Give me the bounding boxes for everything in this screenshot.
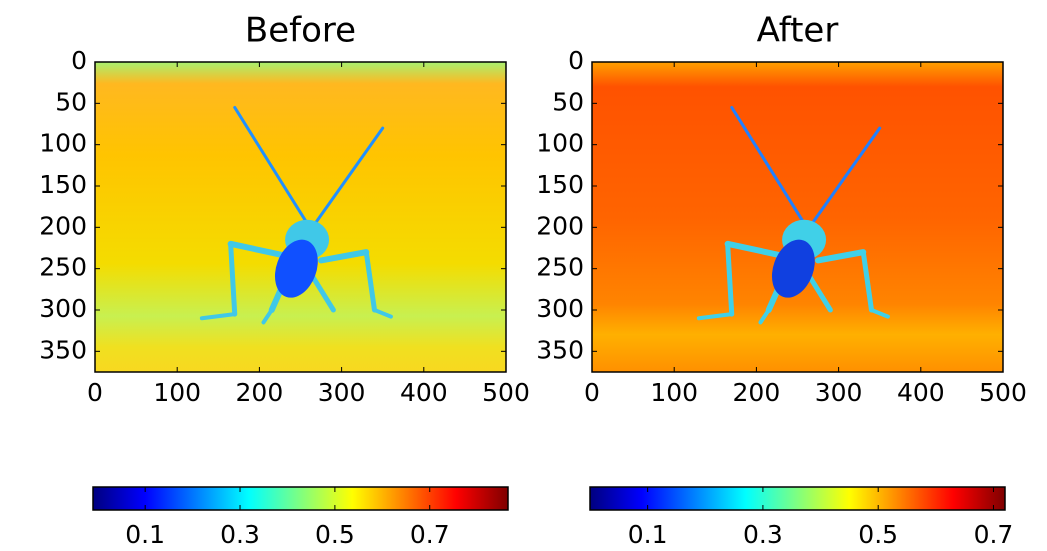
colorbar-tick-label: 0.7: [974, 520, 1014, 547]
x-tick-label: 100: [153, 378, 201, 407]
colorbar-tick-label: 0.5: [858, 520, 898, 547]
y-tick-label: 0: [71, 46, 87, 75]
x-tick-label: 200: [733, 378, 781, 407]
y-tick-label: 350: [536, 335, 584, 364]
x-tick-label: 0: [87, 378, 103, 407]
y-tick-label: 250: [39, 253, 87, 282]
insect-part: [313, 126, 385, 225]
image: [95, 62, 506, 372]
insect-part: [696, 312, 734, 321]
colorbar: [589, 486, 1006, 511]
y-tick-label: 200: [536, 211, 584, 240]
x-tick-label: 0: [584, 378, 600, 407]
y-tick-label: 250: [536, 253, 584, 282]
x-tick-label: 300: [815, 378, 863, 407]
insect-part: [372, 308, 393, 319]
y-tick-label: 350: [39, 335, 87, 364]
insect-part: [758, 308, 771, 325]
colorbar-tick-label: 0.5: [315, 520, 355, 547]
insect-part: [730, 105, 806, 225]
x-tick-label: 200: [236, 378, 284, 407]
y-tick-label: 300: [39, 294, 87, 323]
insect-part: [810, 126, 882, 225]
colorbar: [92, 486, 509, 511]
insect-part: [199, 312, 237, 321]
insect-part: [815, 249, 867, 264]
axes-frame: [94, 61, 507, 373]
image: [592, 62, 1003, 372]
image-background: [592, 62, 1003, 372]
x-tick-label: 400: [400, 378, 448, 407]
y-tick-label: 100: [39, 129, 87, 158]
y-tick-label: 150: [536, 170, 584, 199]
x-tick-label: 300: [318, 378, 366, 407]
insect-part: [725, 241, 735, 317]
insect-part: [318, 249, 370, 264]
insect-part: [724, 240, 789, 260]
y-tick-label: 50: [552, 87, 584, 116]
colorbar-tick-label: 0.7: [410, 520, 450, 547]
subplot-title: Before: [245, 11, 356, 51]
insect-part: [860, 249, 874, 313]
insect-part: [261, 308, 274, 325]
insect-body: [274, 239, 318, 298]
y-tick-label: 100: [536, 129, 584, 158]
insect-part: [233, 105, 309, 225]
insect-part: [807, 274, 833, 313]
colorbar-tick-label: 0.1: [628, 520, 668, 547]
subplot-title: After: [757, 11, 839, 51]
insect-part: [869, 308, 890, 319]
insect-part: [363, 249, 377, 313]
y-tick-label: 50: [55, 87, 87, 116]
y-tick-label: 300: [536, 294, 584, 323]
x-tick-label: 500: [482, 378, 530, 407]
y-tick-label: 200: [39, 211, 87, 240]
y-tick-label: 0: [568, 46, 584, 75]
insect-body: [771, 239, 815, 298]
y-tick-label: 150: [39, 170, 87, 199]
x-tick-label: 400: [897, 378, 945, 407]
colorbar-tick-label: 0.3: [743, 520, 783, 547]
insect-part: [310, 274, 336, 313]
x-tick-label: 500: [979, 378, 1027, 407]
colorbar-tick-label: 0.3: [220, 520, 260, 547]
x-tick-label: 100: [650, 378, 698, 407]
insect-part: [227, 240, 292, 260]
insect-part: [228, 241, 238, 317]
image-background: [95, 62, 506, 372]
colorbar-tick-label: 0.1: [125, 520, 165, 547]
axes-frame: [591, 61, 1004, 373]
